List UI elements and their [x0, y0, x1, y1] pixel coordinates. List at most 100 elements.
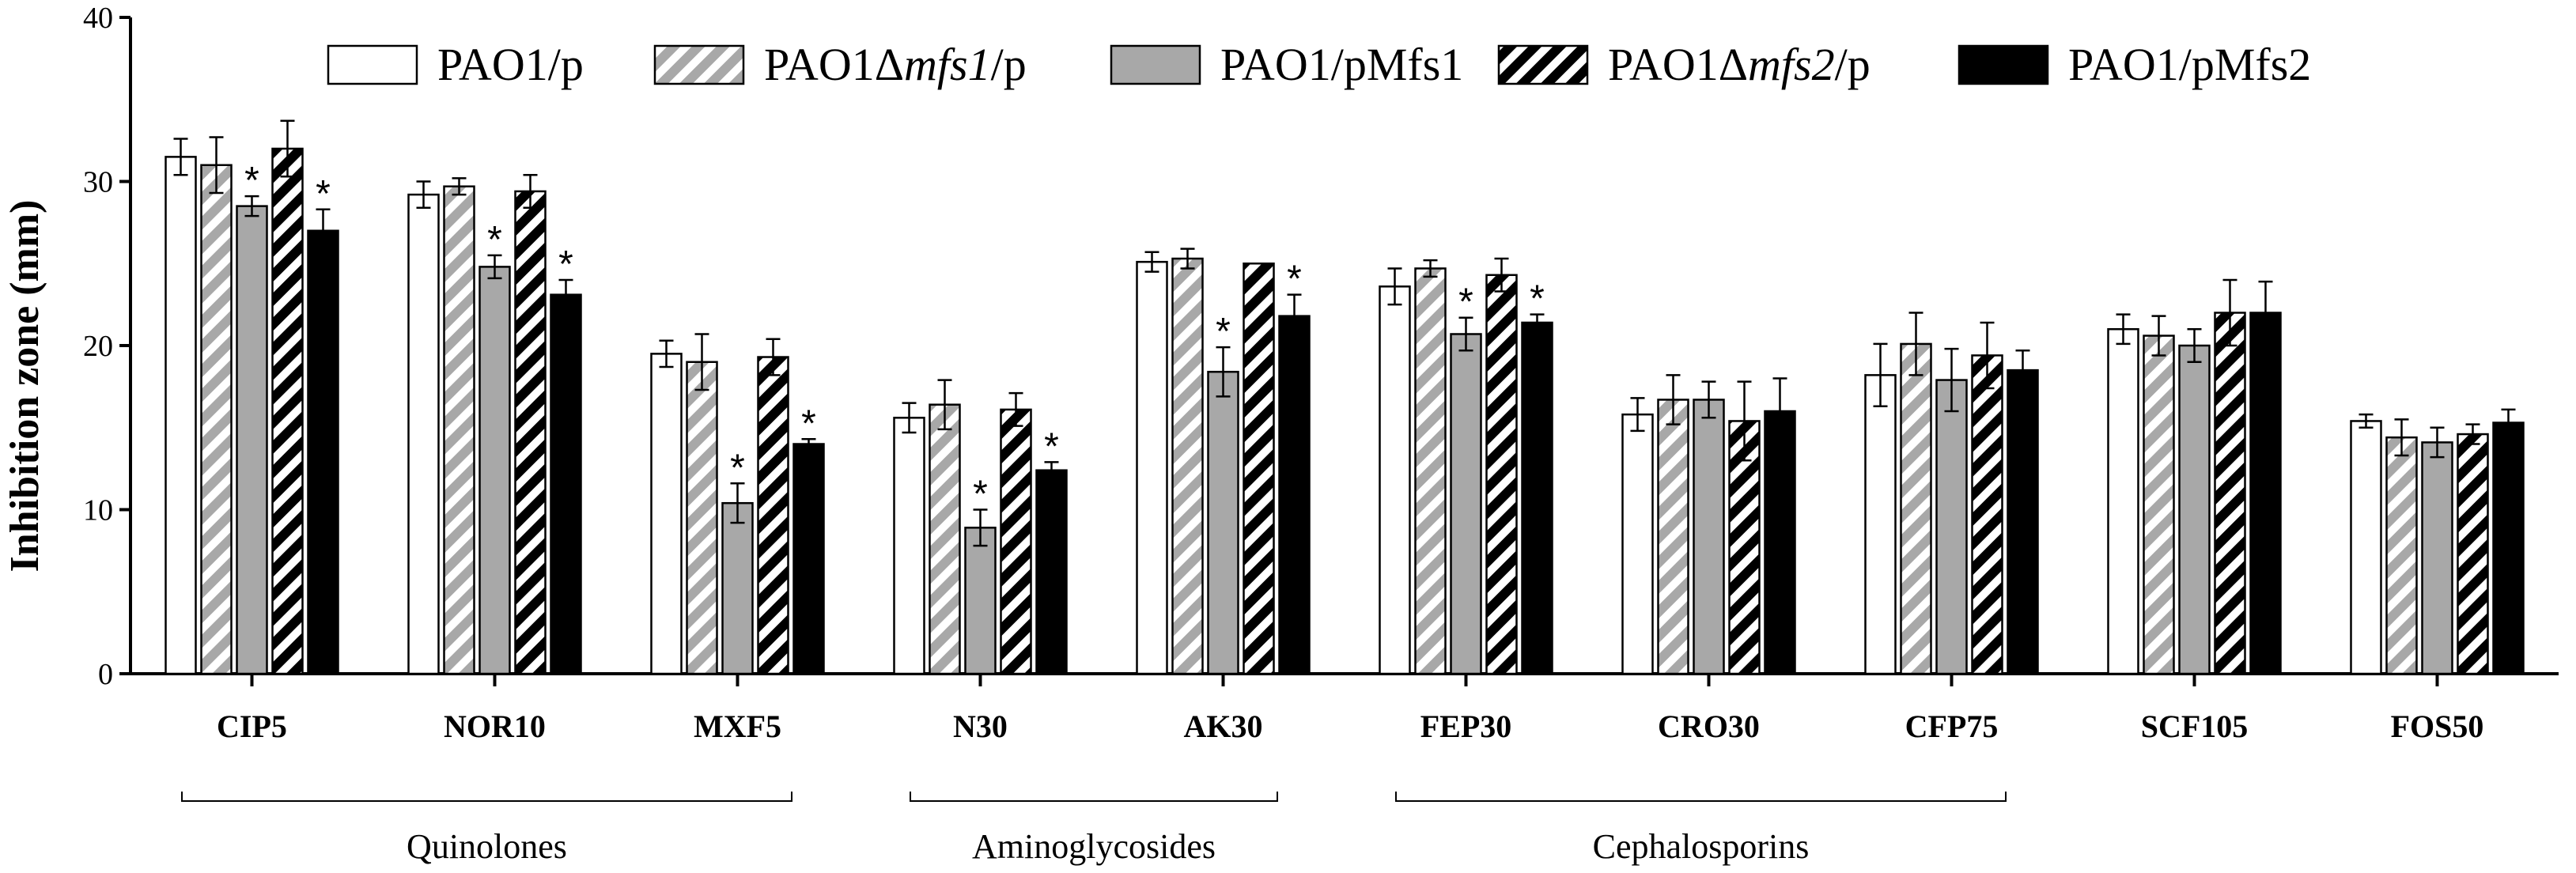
bar [1380, 286, 1410, 674]
legend-item: PAO1/p [328, 39, 584, 90]
legend-label: PAO1/pMfs1 [1220, 39, 1463, 90]
group-bracket: Quinolones [182, 792, 792, 866]
bar [1765, 411, 1795, 674]
bar [1694, 399, 1724, 674]
bar [237, 206, 267, 674]
legend-swatch [655, 46, 743, 84]
x-tick-label: FOS50 [2391, 709, 2484, 744]
bar [758, 357, 789, 674]
group-bracket: Cephalosporins [1396, 792, 2006, 866]
y-axis-title: Inhibition zone (mm) [2, 200, 47, 573]
bar [1137, 262, 1167, 674]
bar [1173, 259, 1203, 674]
x-tick-label: N30 [953, 709, 1008, 744]
bar [794, 444, 824, 675]
bar [966, 527, 996, 674]
bar [308, 231, 339, 674]
bar [1523, 323, 1553, 674]
bar [723, 503, 753, 674]
bar [1866, 375, 1896, 674]
bar [166, 157, 196, 674]
bar [1451, 334, 1481, 674]
bar [1037, 471, 1067, 674]
bar [1659, 399, 1689, 674]
bar [2215, 313, 2245, 675]
x-tick-label: CRO30 [1658, 709, 1760, 744]
legend-item: PAO1/pMfs2 [1959, 39, 2311, 90]
bars: * * * * * * * * * * * * [166, 121, 2524, 674]
x-axis: CIP5 NOR10 MXF5 N30 AK30 FEP30 CRO30 CFP75 SCF10… [131, 674, 2559, 744]
legend-item: PAO1/pMfs1 [1111, 39, 1463, 90]
bar [2109, 329, 2139, 674]
legend-label: PAO1/pMfs2 [2068, 39, 2311, 90]
legend-item: PAO1Δmfs2/p [1499, 39, 1871, 90]
significance-marker: * [487, 219, 502, 261]
significance-marker: * [1216, 311, 1231, 353]
significance-marker: * [730, 447, 745, 489]
significance-marker: * [801, 402, 816, 444]
bar [895, 418, 925, 674]
x-tick-label: CIP5 [217, 709, 287, 744]
y-tick-label: 20 [83, 330, 113, 363]
bar [930, 405, 960, 674]
bar [1280, 316, 1310, 674]
bar [652, 353, 682, 674]
bar [1901, 344, 1931, 674]
x-tick-label: SCF105 [2141, 709, 2249, 744]
bar [2008, 370, 2038, 674]
legend-label: PAO1Δmfs1/p [764, 39, 1027, 90]
bar [1416, 268, 1446, 674]
bar [2387, 437, 2417, 674]
legend-swatch [1499, 46, 1587, 84]
bar [1487, 275, 1517, 674]
significance-marker: * [558, 244, 573, 285]
significance-marker: * [973, 474, 988, 516]
x-tick-label: AK30 [1184, 709, 1263, 744]
bar [2351, 421, 2381, 674]
legend-label: PAO1/p [437, 39, 584, 90]
drug-groups: Quinolones Aminoglycosides Cephalosporins [182, 792, 2006, 866]
significance-marker: * [1044, 425, 1059, 467]
legend-swatch [1959, 46, 2048, 84]
bar [202, 165, 232, 674]
bar [1623, 414, 1653, 674]
bar [1001, 410, 1031, 674]
bar [480, 266, 510, 674]
legend: PAO1/p PAO1Δmfs1/p PAO1/pMfs1 PAO1Δmfs2/p PA… [328, 39, 2311, 90]
bar [687, 362, 717, 674]
y-tick-label: 0 [98, 658, 113, 691]
legend-swatch [1111, 46, 1200, 84]
bar [2180, 346, 2210, 674]
significance-marker: * [316, 173, 331, 215]
group-label: Cephalosporins [1593, 827, 1810, 866]
y-tick-label: 40 [83, 2, 113, 35]
legend-item: PAO1Δmfs1/p [655, 39, 1027, 90]
significance-marker: * [1458, 282, 1473, 323]
bar [551, 295, 581, 674]
group-label: Quinolones [407, 827, 567, 866]
bar [1244, 263, 1274, 674]
bar [1937, 380, 1967, 674]
legend-swatch [328, 46, 417, 84]
x-tick-label: CFP75 [1905, 709, 1999, 744]
y-axis: 010203040 [83, 2, 131, 691]
x-tick-label: NOR10 [444, 709, 546, 744]
bar [1973, 355, 2003, 674]
bar [516, 191, 546, 674]
bar [2251, 313, 2281, 675]
legend-label: PAO1Δmfs2/p [1608, 39, 1871, 90]
bar [2144, 336, 2174, 674]
bar [2494, 423, 2524, 674]
significance-marker: * [244, 160, 259, 202]
chart: Inhibition zone (mm) 010203040 CIP5 NOR10… [0, 0, 2576, 873]
bar [409, 195, 439, 674]
x-tick-label: FEP30 [1420, 709, 1512, 744]
bar [2458, 434, 2488, 674]
bar [2423, 442, 2453, 674]
bar [444, 187, 475, 674]
significance-marker: * [1530, 278, 1545, 320]
bar [1209, 372, 1239, 674]
group-label: Aminoglycosides [972, 827, 1216, 866]
y-tick-label: 30 [83, 166, 113, 199]
x-tick-label: MXF5 [694, 709, 781, 744]
